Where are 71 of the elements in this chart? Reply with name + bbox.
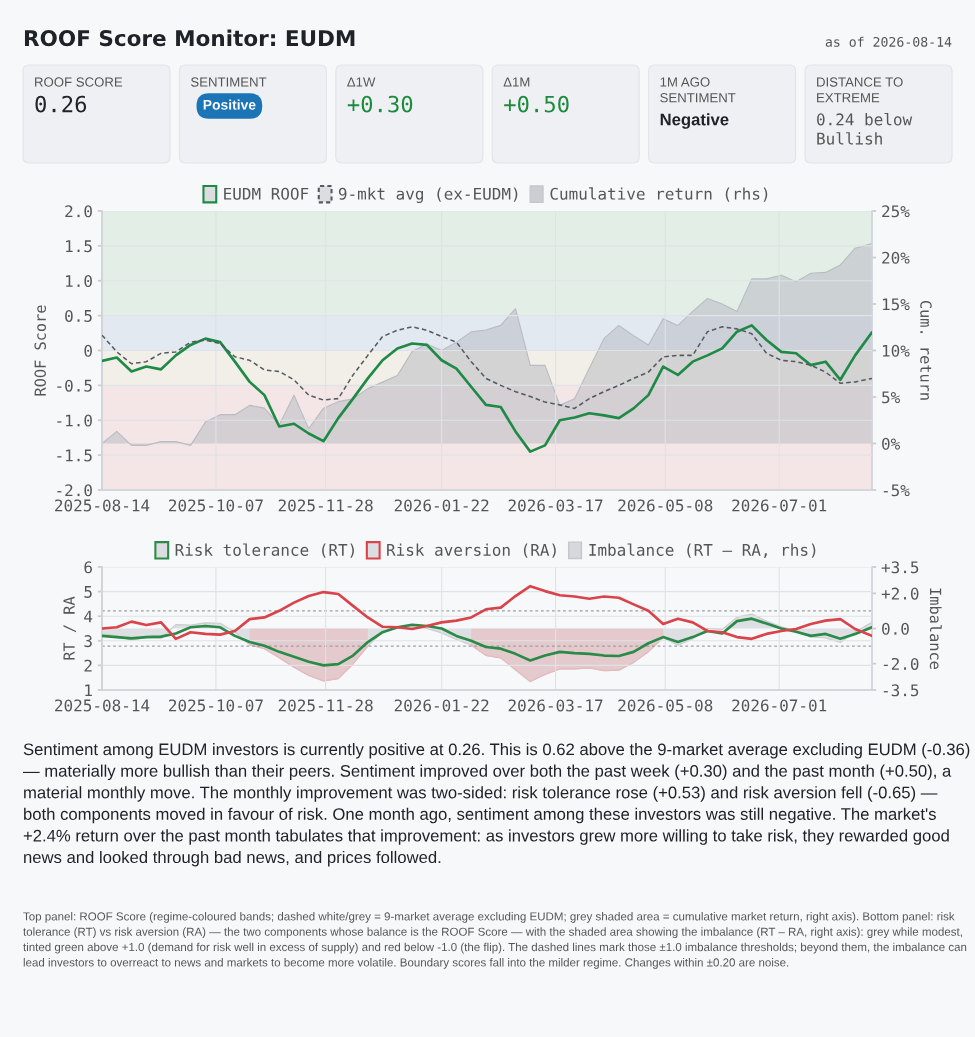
text: +0.50 — [504, 95, 569, 113]
text: 0.26 — [35, 95, 87, 113]
legend-label: EUDM ROOF — [224, 187, 309, 200]
text: ROOF Score Monitor: EUDM — [24, 29, 355, 47]
y-tick-label: -2.0 — [57, 484, 92, 497]
legend-label: Risk tolerance (RT) — [175, 543, 354, 558]
x-tick-label: 2025-08-14 — [55, 699, 150, 712]
y-tick-label: 1.5 — [66, 240, 92, 253]
legend-label: Imbalance (RT – RA, rhs) — [589, 543, 816, 558]
y-tick-label: 1 — [85, 684, 92, 697]
y2-tick-label: 25% — [882, 205, 910, 218]
y2-tick-label: 5% — [882, 391, 900, 404]
legend-label: Risk aversion (RA) — [387, 543, 556, 558]
x-tick-label: 2025-10-07 — [169, 499, 263, 512]
text: 1M AGO SENTIMENT — [660, 77, 736, 103]
line-series — [102, 584, 872, 641]
y2-axis-title: Imbalance — [929, 588, 942, 669]
x-tick-label: 2025-11-28 — [278, 699, 373, 712]
text: ROOF SCORE — [35, 77, 123, 87]
y-tick-label: 3 — [84, 635, 92, 648]
y-tick-label: -1.5 — [57, 449, 92, 462]
y2-tick-label: 0.0 — [882, 622, 909, 635]
x-tick-label: 2026-03-17 — [508, 499, 603, 512]
x-tick-label: 2026-01-22 — [394, 499, 489, 512]
text: SENTIMENT — [191, 77, 267, 87]
text: Sentiment among EUDM investors is currently positive at 0.26. This is 0.62 above the 9-market average excluding EUDM (-0.36) — materially more bullish than their peers. Sentiment improved over both the past week (+0.30) and the past month (+0.50), a material monthly move. The monthly improvement was two-sided: risk tolerance rose (+0.53) and risk aversion fell (-0.65) — both components moved in favour of risk. One month ago, sentiment among these investors was still negative. The market's +2.4% return over the past month tabulates that improvement: as investors grew more willing to take risk, they rewarded good news and looked through bad news, and prices followed. — [23, 743, 970, 867]
y-tick-label: -1.0 — [57, 414, 92, 427]
text: Δ1W — [347, 77, 376, 87]
y-tick-label: 2 — [84, 659, 92, 672]
y2-tick-label: 10% — [882, 344, 910, 357]
x-tick-label: 2026-05-08 — [618, 699, 713, 712]
y-tick-label: 2.0 — [65, 205, 92, 218]
y2-tick-label: 20% — [882, 251, 910, 264]
text: 0.24 below Bullish — [817, 113, 913, 145]
y-tick-label: 6 — [84, 561, 92, 574]
y2-tick-label: +2.0 — [881, 587, 919, 600]
x-tick-label: 2026-03-17 — [508, 699, 603, 712]
y2-tick-label: 0% — [882, 437, 900, 450]
y2-tick-label: -5% — [883, 484, 910, 497]
line-series — [102, 617, 872, 667]
x-tick-label: 2026-07-01 — [732, 699, 827, 712]
x-tick-label: 2025-08-14 — [55, 499, 150, 512]
y2-tick-label: +3.5 — [881, 561, 919, 574]
line-series — [102, 324, 872, 453]
text: Negative — [660, 113, 729, 129]
y-tick-label: 4 — [84, 610, 93, 623]
text: Positive — [203, 99, 256, 110]
y-tick-label: -0.5 — [57, 379, 92, 392]
y-axis-title: RT / RA — [63, 596, 77, 660]
legend-label: Cumulative return (rhs) — [550, 187, 768, 202]
y2-tick-label: -2.0 — [883, 657, 919, 670]
y-tick-label: 0.5 — [65, 309, 92, 322]
y2-tick-label: 15% — [882, 298, 910, 311]
x-tick-label: 2026-05-08 — [618, 499, 713, 512]
text: Top panel: ROOF Score (regime-coloured bands; dashed white/grey = 9-market average excluding EUDM; grey shaded area = cumulative market return, right axis). Bottom panel: risk tolerance (RT) vs risk aversion (RA) — the two components whose balance is the ROOF Score — with the shaded area showing the imbalance (RT – RA, right axis): grey while modest, tinted green above +1.0 (demand for risk well in excess of supply) and red below -1.0 (the flip). The dashed lines mark those ±1.0 imbalance thresholds; beyond them, the imbalance can lead investors to overreact to news and markets to become more volatile. Boundary scores fall into the milder regime. Changes within ±0.20 are noise. — [23, 912, 967, 969]
y2-axis-title: Cum. return — [920, 300, 932, 400]
legend-label: 9-mkt avg (ex-EUDM) — [338, 187, 518, 204]
x-tick-label: 2025-11-28 — [278, 499, 373, 512]
x-tick-label: 2026-07-01 — [732, 499, 827, 512]
text: +0.30 — [347, 95, 413, 113]
text: as of 2026-08-14 — [825, 36, 952, 47]
text: DISTANCE TO EXTREME — [817, 77, 903, 103]
x-tick-label: 2026-01-22 — [394, 699, 489, 712]
y-tick-label: 1.0 — [66, 275, 92, 288]
x-tick-label: 2025-10-07 — [169, 699, 263, 712]
y-axis-title: ROOF Score — [34, 305, 46, 396]
y-tick-label: 5 — [84, 586, 92, 598]
line-series — [102, 326, 872, 410]
y2-tick-label: -3.5 — [883, 684, 919, 697]
text: Δ1M — [503, 77, 530, 87]
y-tick-label: 0 — [84, 344, 92, 357]
